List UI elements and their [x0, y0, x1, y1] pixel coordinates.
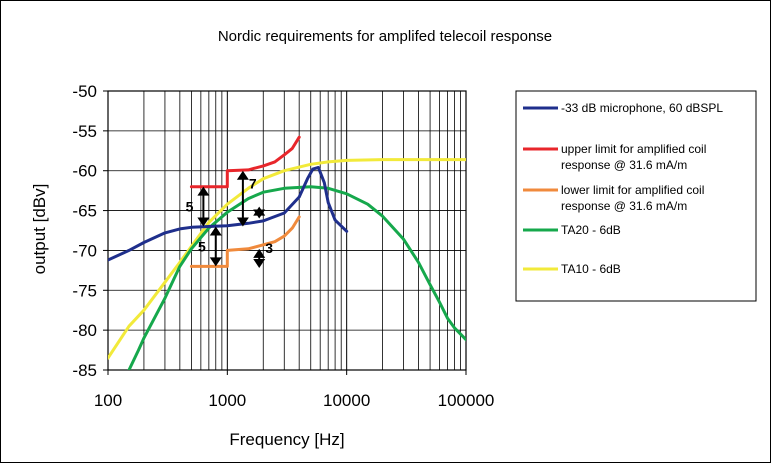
annotation-arrowhead — [253, 248, 266, 258]
legend-label: upper limit for amplified coil response @… — [561, 142, 706, 172]
annotation-layer: 5 5 7 3 — [186, 170, 273, 268]
legend-label: TA20 - 6dB — [561, 223, 621, 237]
y-axis-label: output [dBv] — [30, 184, 49, 275]
x-tick-label: 100 — [94, 391, 122, 410]
annotation-arrowhead — [209, 226, 222, 236]
y-tick-label: -60 — [72, 162, 97, 181]
y-tick-label: -70 — [72, 241, 97, 260]
grid-layer — [108, 91, 466, 370]
x-tick-label: 10000 — [323, 391, 370, 410]
legend-label: TA10 - 6dB — [561, 262, 621, 276]
legend-label: -33 dB microphone, 60 dBSPL — [561, 101, 723, 115]
annotation-arrowhead — [236, 170, 249, 180]
annotation-label: 7 — [249, 176, 257, 192]
series-line — [127, 185, 466, 370]
series-line — [189, 135, 301, 189]
y-tick-label: -50 — [72, 82, 97, 101]
tick-layer: 100 1000 10000 100000 -50 -55 -60 -65 -70 -75 -80 -… — [72, 82, 494, 410]
annotation-arrowhead — [236, 217, 249, 227]
y-tick-label: -75 — [72, 281, 97, 300]
annotation-arrowhead — [209, 257, 222, 267]
y-tick-label: -55 — [72, 122, 97, 141]
annotation-arrowhead — [253, 258, 266, 268]
x-tick-label: 100000 — [438, 391, 495, 410]
series-layer — [108, 135, 466, 370]
series-line — [189, 215, 301, 268]
legend-label: lower limit for amplified coil response @… — [561, 183, 704, 213]
annotation-arrowhead — [197, 186, 210, 196]
y-tick-label: -85 — [72, 361, 97, 380]
plot-area-border — [107, 90, 467, 371]
annotation-arrowhead — [197, 217, 210, 227]
annotation-label: 3 — [265, 240, 273, 256]
x-axis-label: Frequency [Hz] — [229, 430, 344, 449]
annotation-label: 5 — [198, 238, 206, 254]
y-tick-label: -65 — [72, 202, 97, 221]
legend-box — [515, 90, 757, 302]
annotation-label: 5 — [186, 199, 194, 215]
legend-entries: -33 dB microphone, 60 dBSPL upper limit f… — [523, 101, 723, 276]
series-line — [108, 158, 466, 360]
legend: -33 dB microphone, 60 dBSPL upper limit f… — [515, 90, 757, 302]
y-tick-label: -80 — [72, 321, 97, 340]
annotation-arrowhead — [253, 209, 266, 219]
series-line — [108, 166, 349, 262]
chart-title: Nordic requirements for amplifed telecoi… — [218, 28, 552, 45]
x-tick-label: 1000 — [208, 391, 246, 410]
